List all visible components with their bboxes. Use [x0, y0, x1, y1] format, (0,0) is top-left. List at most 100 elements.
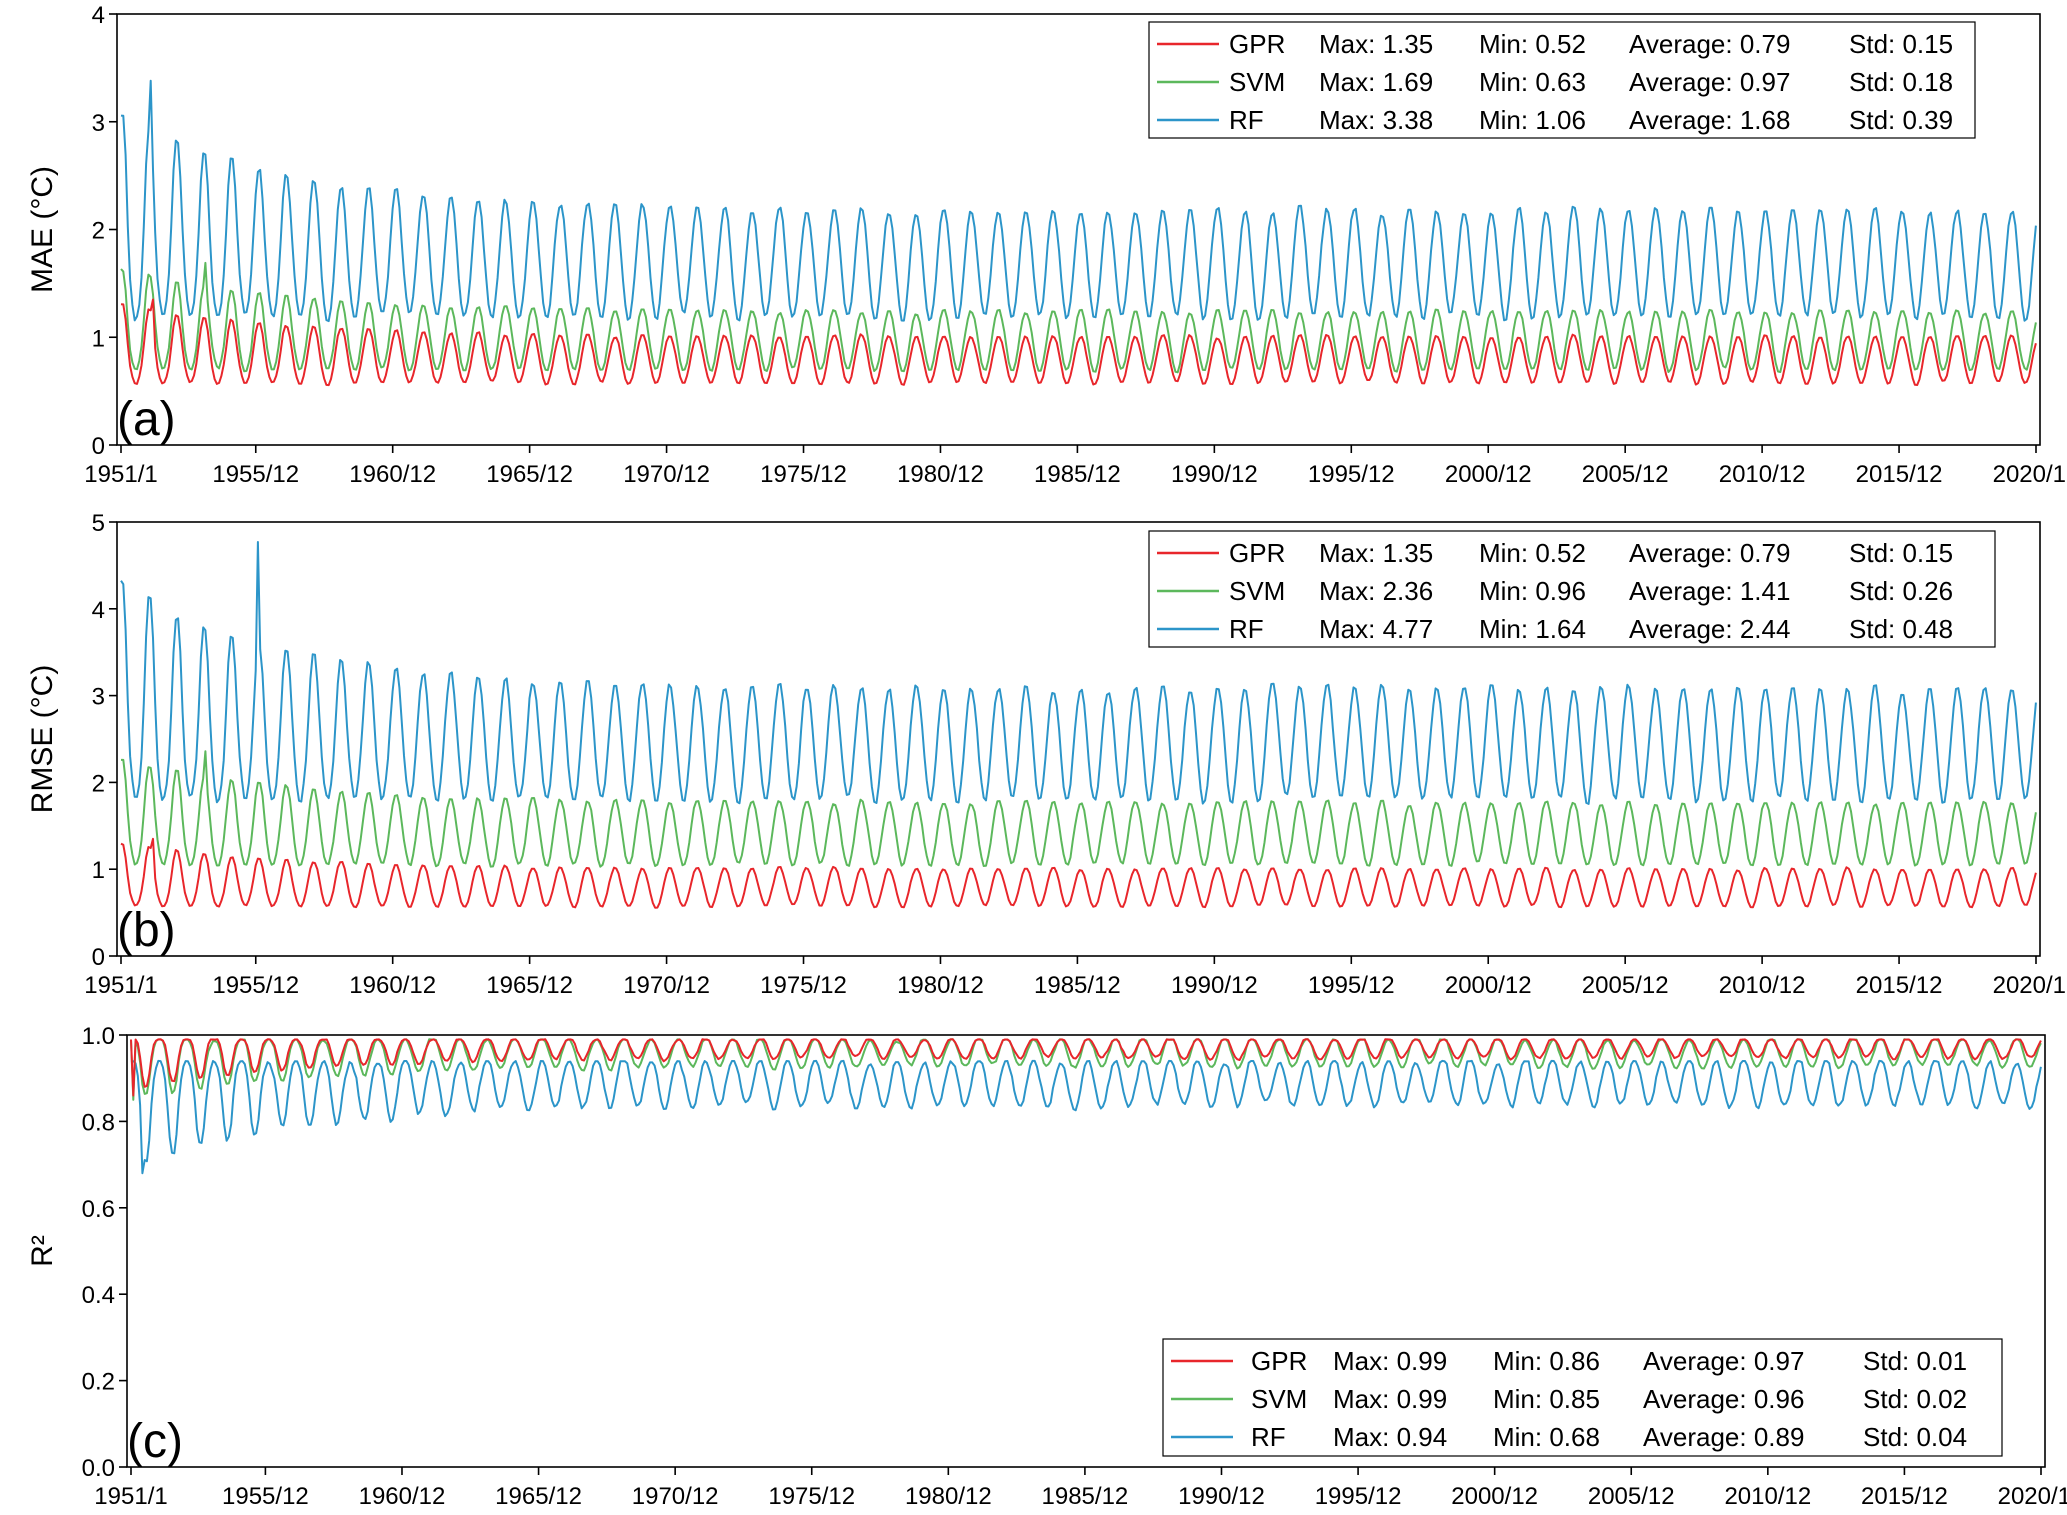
x-tick-label: 2010/12	[1724, 1483, 1811, 1510]
x-tick-label: 1951/1	[84, 972, 157, 999]
y-tick-label: 0.2	[82, 1369, 115, 1396]
legend-series-name: GPR	[1229, 29, 1285, 59]
x-tick-label: 1985/12	[1034, 461, 1121, 488]
legend-box	[1162, 1338, 2003, 1457]
y-tick-label: 0.4	[82, 1282, 115, 1309]
legend-series-name: GPR	[1251, 1346, 1307, 1376]
x-tick-label: 1975/12	[768, 1483, 855, 1510]
legend-stat: Min: 0.63	[1479, 67, 1586, 97]
plot-frame	[126, 1034, 2046, 1468]
x-tick-label: 2005/12	[1582, 972, 1669, 999]
x-tick-label: 1965/12	[495, 1483, 582, 1510]
legend-stat: Min: 0.86	[1493, 1346, 1600, 1376]
legend-stat: Max: 4.77	[1319, 614, 1433, 644]
x-tick-label: 2020/12	[1993, 461, 2067, 488]
y-tick-label: 3	[92, 110, 105, 137]
legend-stat: Max: 1.35	[1319, 29, 1433, 59]
series-line-rf	[120, 541, 2037, 805]
legend: GPR Max: 1.35 Min: 0.52 Average: 0.79 Std: 0…	[1148, 530, 1996, 648]
x-tick-label: 1990/12	[1171, 972, 1258, 999]
legend-stat: Average: 0.89	[1643, 1422, 1804, 1452]
x-tick-label: 1975/12	[760, 461, 847, 488]
panel-label: (b)	[117, 904, 176, 957]
legend-series-name: SVM	[1229, 67, 1285, 97]
plot-frame	[116, 521, 2041, 957]
legend-stat: Std: 0.48	[1849, 614, 1953, 644]
x-tick-label: 1995/12	[1315, 1483, 1402, 1510]
y-tick-label: 0.6	[82, 1196, 115, 1223]
x-tick-label: 2010/12	[1719, 461, 1806, 488]
x-tick-label: 1975/12	[760, 972, 847, 999]
panel-label: (a)	[117, 393, 176, 446]
legend-series-name: SVM	[1251, 1384, 1307, 1414]
legend-box	[1148, 530, 1996, 648]
legend-stat: Std: 0.39	[1849, 105, 1953, 135]
x-tick-label: 1990/12	[1171, 461, 1258, 488]
legend: GPR Max: 1.35 Min: 0.52 Average: 0.79 Std: 0…	[1148, 21, 1976, 139]
y-tick-label: 2	[92, 770, 105, 797]
legend: GPR Max: 0.99 Min: 0.86 Average: 0.97 Std: 0…	[1162, 1338, 2003, 1457]
y-axis-label: MAE (°C)	[26, 166, 59, 293]
x-tick-label: 1970/12	[623, 972, 710, 999]
x-tick-label: 1955/12	[212, 461, 299, 488]
legend-stat: Average: 0.97	[1629, 67, 1790, 97]
x-tick-label: 2000/12	[1451, 1483, 1538, 1510]
x-tick-label: 1980/12	[905, 1483, 992, 1510]
x-tick-label: 1995/12	[1308, 461, 1395, 488]
y-tick-label: 0	[92, 944, 105, 971]
legend-stat: Std: 0.02	[1863, 1384, 1967, 1414]
legend-stat: Max: 3.38	[1319, 105, 1433, 135]
legend-stat: Std: 0.26	[1849, 576, 1953, 606]
series-line-gpr	[120, 837, 2037, 909]
x-tick-label: 1995/12	[1308, 972, 1395, 999]
x-tick-label: 1980/12	[897, 461, 984, 488]
series-line-gpr	[130, 1038, 2042, 1097]
panel-b: 0 1 2 3 4 5 1951/1 1955/12 1960/12 1965/12 1970/12…	[26, 510, 2067, 999]
x-tick-label: 1970/12	[632, 1483, 719, 1510]
x-tick-label: 1970/12	[623, 461, 710, 488]
legend-series-name: RF	[1229, 614, 1264, 644]
legend-stat: Average: 0.79	[1629, 29, 1790, 59]
legend-stat: Max: 2.36	[1319, 576, 1433, 606]
x-tick-label: 1955/12	[222, 1483, 309, 1510]
x-tick-label: 1955/12	[212, 972, 299, 999]
legend-stat: Max: 0.99	[1333, 1384, 1447, 1414]
x-tick-label: 2015/12	[1856, 972, 1943, 999]
legend-stat: Average: 0.79	[1629, 538, 1790, 568]
x-tick-label: 2005/12	[1588, 1483, 1675, 1510]
x-tick-label: 1985/12	[1034, 972, 1121, 999]
legend-stat: Std: 0.04	[1863, 1422, 1967, 1452]
x-tick-label: 2020/12	[1998, 1483, 2067, 1510]
series-line-rf	[120, 79, 2037, 323]
y-tick-label: 0.8	[82, 1109, 115, 1136]
x-tick-label: 2015/12	[1856, 461, 1943, 488]
y-tick-label: 4	[92, 597, 105, 624]
legend-stat: Min: 0.52	[1479, 29, 1586, 59]
series-line-gpr	[120, 298, 2037, 387]
x-tick-label: 1965/12	[486, 461, 573, 488]
legend-stat: Max: 0.94	[1333, 1422, 1447, 1452]
series-line-svm	[130, 1038, 2042, 1101]
x-tick-label: 1985/12	[1042, 1483, 1129, 1510]
legend-stat: Std: 0.15	[1849, 538, 1953, 568]
x-tick-label: 1960/12	[349, 972, 436, 999]
legend-stat: Average: 2.44	[1629, 614, 1790, 644]
legend-stat: Min: 1.06	[1479, 105, 1586, 135]
legend-stat: Std: 0.18	[1849, 67, 1953, 97]
panel-label: (c)	[127, 1415, 183, 1468]
legend-stat: Min: 0.52	[1479, 538, 1586, 568]
x-tick-label: 1951/1	[84, 461, 157, 488]
x-tick-label: 2000/12	[1445, 461, 1532, 488]
series-line-svm	[121, 750, 2037, 868]
legend-stat: Min: 1.64	[1479, 614, 1586, 644]
x-tick-label: 1990/12	[1178, 1483, 1265, 1510]
legend-series-name: RF	[1229, 105, 1264, 135]
legend-series-name: RF	[1251, 1422, 1286, 1452]
panel-c: 0.0 0.2 0.4 0.6 0.8 1.0 1951/1 1955/12 1960/12 19…	[26, 1023, 2067, 1510]
legend-series-name: SVM	[1229, 576, 1285, 606]
legend-box	[1148, 21, 1976, 139]
legend-stat: Min: 0.96	[1479, 576, 1586, 606]
legend-series-name: GPR	[1229, 538, 1285, 568]
x-tick-label: 1965/12	[486, 972, 573, 999]
